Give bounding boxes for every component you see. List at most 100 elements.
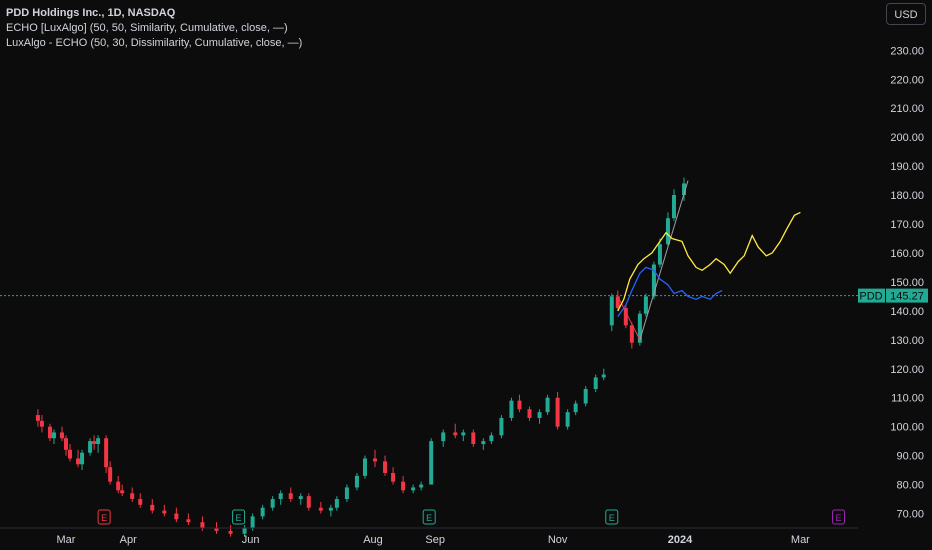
candle-body <box>328 507 333 511</box>
candle <box>288 487 293 502</box>
candle-body <box>609 296 614 326</box>
time-axis[interactable]: Mar Apr Jun Aug Sep Nov 2024 Mar <box>0 527 858 546</box>
x-tick-label: Mar <box>57 534 76 546</box>
candle-body <box>47 426 52 439</box>
candle-body <box>250 516 255 528</box>
candle <box>334 496 339 511</box>
y-tick-label: 190.00 <box>890 161 924 173</box>
candle <box>671 189 676 222</box>
candle <box>453 423 458 439</box>
y-tick-label: 220.00 <box>890 74 924 86</box>
y-tick-label: 130.00 <box>890 335 924 347</box>
candle-body <box>623 307 628 326</box>
candle <box>499 415 504 439</box>
currency-button[interactable]: USD <box>886 3 926 25</box>
candle <box>162 504 167 517</box>
candle-body <box>130 493 135 500</box>
candle-body <box>120 490 125 494</box>
candle <box>270 496 275 511</box>
candle <box>298 493 303 505</box>
candle-body <box>104 438 109 468</box>
candle <box>629 322 634 349</box>
candle <box>130 487 135 502</box>
candle <box>637 310 642 346</box>
y-tick-label: 90.00 <box>896 451 924 463</box>
candle-body <box>629 325 634 343</box>
y-tick-label: 150.00 <box>890 277 924 289</box>
y-tick-label: 160.00 <box>890 248 924 260</box>
candle-body <box>35 415 40 421</box>
legend-indicator-2[interactable]: LuxAlgo - ECHO (50, 30, Dissimilarity, C… <box>6 37 303 49</box>
candle <box>401 475 406 494</box>
y-tick-label: 200.00 <box>890 132 924 144</box>
y-tick-label: 100.00 <box>890 422 924 434</box>
candle-body <box>138 499 143 505</box>
candle-body <box>92 441 97 445</box>
chart-legend: PDD Holdings Inc., 1D, NASDAQ ECHO [LuxA… <box>6 6 302 51</box>
candle <box>362 455 367 479</box>
candle-body <box>573 403 578 413</box>
candle-body <box>186 519 191 523</box>
candle <box>383 455 388 476</box>
candle <box>68 444 73 462</box>
y-tick-label: 70.00 <box>896 509 924 521</box>
candle <box>527 406 532 421</box>
candle <box>344 484 349 502</box>
candle-body <box>665 218 670 245</box>
candle-body <box>162 510 167 514</box>
candle <box>373 449 378 468</box>
candle <box>64 435 68 456</box>
legend-indicator-1[interactable]: ECHO [LuxAlgo] (50, 50, Similarity, Cumu… <box>6 22 288 34</box>
event-box <box>605 509 619 525</box>
candle <box>657 238 662 268</box>
earnings-event-marker: E <box>422 509 436 525</box>
candle-body <box>334 499 339 508</box>
candle <box>47 423 52 442</box>
candle-body <box>601 374 606 378</box>
candle-body <box>429 441 434 485</box>
candle <box>583 386 588 407</box>
candle <box>601 368 606 381</box>
y-tick-label: 180.00 <box>890 190 924 202</box>
candle-body <box>260 507 265 517</box>
candle-body <box>318 507 323 511</box>
candle <box>120 484 125 497</box>
candle <box>138 493 143 508</box>
candle-body <box>657 244 662 265</box>
candle-body <box>481 441 486 445</box>
candle <box>260 504 265 520</box>
candle <box>76 449 81 468</box>
price-axis[interactable]: 230.00 220.00 210.00 200.00 190.00 180.00 170.… <box>890 45 924 520</box>
x-tick-label: Aug <box>363 534 383 546</box>
candle-body <box>68 449 73 459</box>
candle-body <box>51 432 56 439</box>
event-box <box>97 509 111 525</box>
x-tick-label: 2024 <box>668 534 693 546</box>
candle-body <box>499 417 504 436</box>
candle <box>306 493 311 511</box>
candle <box>186 513 191 526</box>
candle <box>429 438 434 485</box>
legend-title[interactable]: PDD Holdings Inc., 1D, NASDAQ <box>6 7 176 19</box>
candle-body <box>489 435 494 442</box>
candle-body <box>537 412 542 418</box>
candle <box>51 429 56 445</box>
event-letter: E <box>236 513 242 523</box>
candle <box>509 397 514 421</box>
candle-body <box>362 458 367 476</box>
candle-body <box>411 487 416 491</box>
candle <box>39 415 44 433</box>
candle-body <box>200 522 205 528</box>
candle <box>609 293 614 332</box>
candle <box>682 177 687 201</box>
candle-body <box>214 527 219 531</box>
candle-body <box>39 420 44 427</box>
candle <box>665 212 670 248</box>
price-tag: PDD 145.27 <box>858 288 928 303</box>
candle <box>35 409 40 427</box>
candle-body <box>174 513 179 520</box>
candle-body <box>278 493 283 500</box>
candle-body <box>615 296 620 308</box>
event-letter: E <box>426 513 432 523</box>
